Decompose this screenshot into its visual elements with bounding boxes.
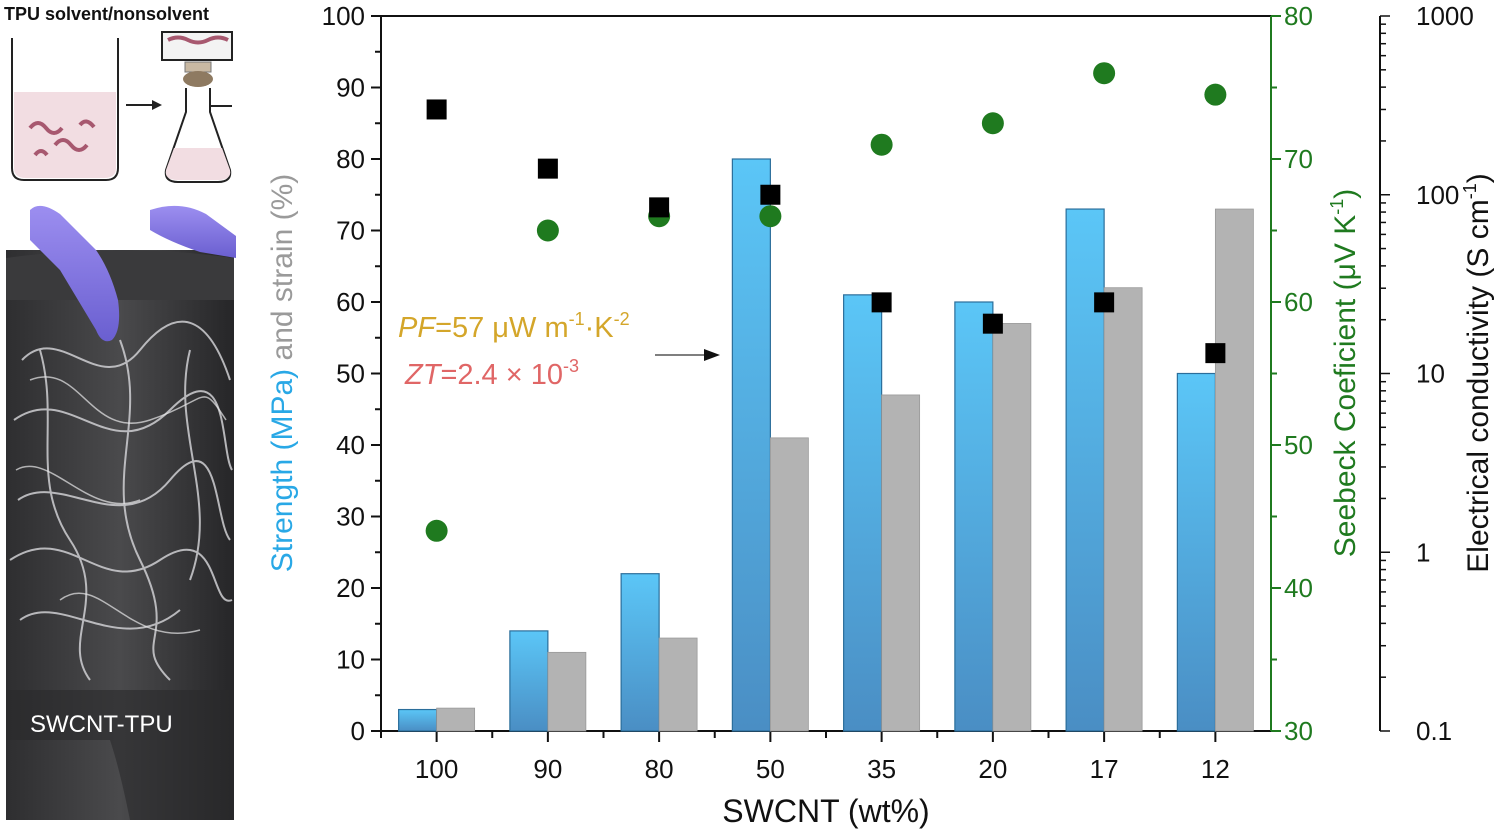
y-tick-label: 50 [336,359,365,389]
conductivity-point [537,158,558,179]
strain-bar [436,707,476,732]
y2-tick-label: 80 [1284,1,1313,31]
y-tick-label: 40 [336,430,365,460]
y3-tick-label: 0.1 [1416,716,1452,746]
filtration-flask-illustration [161,31,233,183]
y-tick-label: 60 [336,287,365,317]
seebeck-point [425,519,448,542]
y-tick-label: 100 [322,1,365,31]
x-axis-title: SWCNT (wt%) [722,793,929,829]
strain-bar [992,323,1032,732]
seebeck-point [536,219,559,242]
y-tick-label: 20 [336,573,365,603]
zt-annotation: ZT=2.4 × 10-3 [404,356,579,391]
y3-tick-label: 10 [1416,359,1445,389]
conductivity-point [760,184,781,205]
y2-tick-label: 40 [1284,573,1313,603]
y-tick-label: 70 [336,216,365,246]
conductivity-point [871,292,892,313]
process-title: TPU solvent/nonsolvent [4,4,210,24]
x-tick-label: 20 [978,754,1007,784]
marker-series [425,62,1227,542]
seebeck-point [1093,62,1116,85]
y-tick-label: 0 [351,716,365,746]
strength-bar [509,630,549,732]
strength-bar [1065,208,1105,732]
y-tick-label: 80 [336,144,365,174]
strength-bar [398,708,438,732]
pf-zt-annotation: PF=57 μW m-1·K-2 ZT=2.4 × 10-3 [398,309,720,391]
tick-labels: 0 10 20 30 40 50 60 70 80 90 100 30 40 50 60 70 80 0.1 1 10… [322,1,1474,784]
x-tick-label: 17 [1090,754,1119,784]
y3-tick-label: 100 [1416,180,1459,210]
strain-bar [769,437,809,732]
strength-bar [843,294,883,732]
conductivity-point [982,313,1003,334]
x-tick-label: 50 [756,754,785,784]
conductivity-point [1094,292,1115,313]
seebeck-point [870,133,893,156]
bar-series [398,158,1254,732]
strain-bar [881,394,921,732]
y-tick-label: 10 [336,645,365,675]
y3-tick-label: 1 [1416,537,1430,567]
y3-tick-label: 1000 [1416,1,1474,31]
arrow-icon [126,100,162,110]
strain-bar [1103,287,1143,732]
photo-label: SWCNT-TPU [30,711,173,738]
strength-bar [1176,372,1216,732]
y2-tick-label: 60 [1284,287,1313,317]
pf-annotation: PF=57 μW m-1·K-2 [398,309,630,344]
y-axis-title: Strength (MPa) and strain (%) [266,174,299,573]
x-tick-label: 100 [415,754,458,784]
y-tick-label: 90 [336,73,365,103]
y2-tick-label: 50 [1284,430,1313,460]
strength-bar [620,573,660,732]
seebeck-point [1204,83,1227,106]
strength-bar [954,301,994,732]
swcnt-tpu-photo: SWCNT-TPU [6,205,236,820]
y3-axis-title: Electrical conductivity (S cm-1) [1460,173,1495,572]
x-tick-label: 90 [533,754,562,784]
y-tick-label: 30 [336,502,365,532]
strain-bar [1214,208,1254,732]
seebeck-point [759,205,782,228]
annotation-arrowhead [704,349,720,361]
x-tick-label: 12 [1201,754,1230,784]
y2-tick-label: 70 [1284,144,1313,174]
seebeck-point [981,112,1004,135]
conductivity-point [1205,343,1226,364]
conductivity-point [649,197,670,218]
x-tick-label: 80 [645,754,674,784]
strength-bar [731,158,771,732]
beaker-illustration [11,38,119,181]
x-tick-label: 35 [867,754,896,784]
conductivity-point [426,99,447,120]
y2-tick-label: 30 [1284,716,1313,746]
y2-axis-title: Seebeck Coeficient (μV K-1) [1327,189,1362,557]
strain-bar [547,651,587,732]
strain-bar [658,637,698,732]
